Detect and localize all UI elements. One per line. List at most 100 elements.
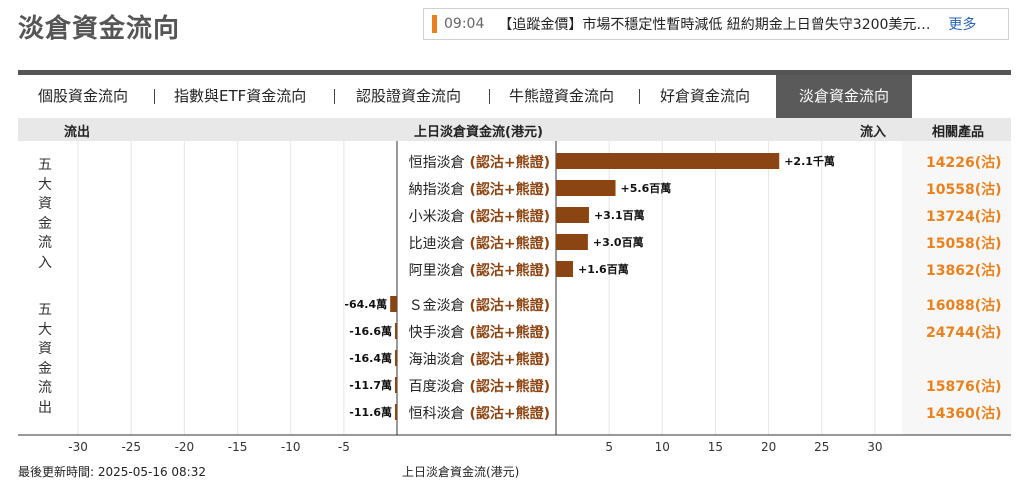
related-header: 相關產品: [932, 125, 985, 140]
tab-separator: [154, 89, 155, 104]
product-type-tag: (認沽+熊證): [464, 263, 550, 279]
product-row[interactable]: 恒科淡倉 (認沽+熊證): [330, 403, 550, 423]
product-name-link[interactable]: 海油淡倉: [408, 352, 465, 368]
flow-value-label: +2.1千萬: [784, 154, 835, 168]
news-accent-bar: [432, 15, 437, 33]
x-tick-label: 5: [605, 440, 613, 454]
outflow-label-char: 資: [38, 341, 52, 357]
x-tick-label: -25: [121, 440, 141, 454]
tab-bar: 個股資金流向 指數與ETF資金流向 認股證資金流向 牛熊證資金流向 好倉資金流向…: [18, 75, 1011, 118]
product-row[interactable]: 比迪淡倉 (認沽+熊證): [330, 233, 550, 253]
x-tick-label: 10: [655, 440, 670, 454]
tab-separator: [639, 89, 640, 104]
product-row[interactable]: 快手淡倉 (認沽+熊證): [330, 322, 550, 342]
product-type-tag: (認沽+熊證): [464, 298, 550, 314]
x-tick-label: 30: [867, 440, 882, 454]
product-name-link[interactable]: 納指淡倉: [408, 182, 465, 198]
related-product-link[interactable]: 14226(沽): [926, 155, 1002, 171]
product-name-link[interactable]: Ｓ金淡倉: [408, 298, 465, 314]
flow-value-label: +3.1百萬: [594, 208, 645, 222]
product-type-tag: (認沽+熊證): [464, 209, 550, 225]
flow-value-label: +3.0百萬: [593, 235, 644, 249]
product-row[interactable]: 海油淡倉 (認沽+熊證): [330, 349, 550, 369]
product-name-link[interactable]: 小米淡倉: [408, 209, 465, 225]
tab-index-etf-flow[interactable]: 指數與ETF資金流向: [174, 87, 307, 105]
inflow-label-char: 資: [38, 196, 52, 212]
x-tick-label: -5: [338, 440, 350, 454]
news-ticker[interactable]: 09:04 【追蹤金價】市場不穩定性暫時減低 紐約期金上日曾失守3200美元大關…: [423, 8, 1009, 40]
product-name-link[interactable]: 比迪淡倉: [408, 236, 465, 252]
inflow-label-char: 五: [38, 157, 52, 173]
related-product-link[interactable]: 15058(沽): [926, 236, 1002, 252]
inflow-label-char: 流: [38, 235, 52, 251]
product-type-tag: (認沽+熊證): [464, 236, 550, 252]
flow-bar: [556, 261, 574, 277]
product-name-link[interactable]: 百度淡倉: [408, 379, 465, 395]
product-name-link[interactable]: 恒科淡倉: [408, 406, 465, 422]
page-title: 淡倉資金流向: [18, 14, 181, 44]
outflow-label-char: 大: [38, 321, 52, 338]
related-product-link[interactable]: 15876(沽): [926, 379, 1002, 395]
tab-warrant-flow[interactable]: 認股證資金流向: [356, 87, 462, 105]
product-type-tag: (認沽+熊證): [464, 406, 550, 422]
related-product-link[interactable]: 13724(沽): [926, 209, 1002, 225]
product-row[interactable]: 百度淡倉 (認沽+熊證): [330, 376, 550, 396]
inflow-label-char: 大: [38, 176, 52, 193]
tab-separator: [334, 89, 335, 104]
news-time: 09:04: [444, 16, 485, 32]
product-name-link[interactable]: 阿里淡倉: [408, 263, 465, 279]
x-tick-label: 20: [761, 440, 776, 454]
inflow-label-char: 入: [38, 254, 52, 271]
flow-bar: [556, 180, 616, 196]
x-tick-label: 15: [708, 440, 723, 454]
x-tick-label: -15: [228, 440, 248, 454]
product-type-tag: (認沽+熊證): [464, 352, 550, 368]
tab-cbbc-flow[interactable]: 牛熊證資金流向: [509, 87, 615, 105]
tab-bar-top-border: [18, 70, 1011, 75]
center-header: 上日淡倉資金流(港元): [414, 125, 543, 140]
x-tick-label: -10: [281, 440, 301, 454]
related-products-panel: [902, 141, 1011, 435]
x-tick-label: 25: [814, 440, 829, 454]
related-product-link[interactable]: 14360(沽): [926, 406, 1002, 422]
flow-value-label: +1.6百萬: [578, 262, 629, 276]
flow-bar: [556, 207, 589, 223]
product-type-tag: (認沽+熊證): [464, 182, 550, 198]
group-label-inflow: 五大資金流入: [30, 156, 60, 273]
product-row[interactable]: 恒指淡倉 (認沽+熊證): [330, 152, 550, 172]
tab-bull-flow[interactable]: 好倉資金流向: [660, 87, 751, 105]
flow-bar: [556, 234, 588, 250]
outflow-label-char: 出: [38, 399, 52, 416]
product-row[interactable]: Ｓ金淡倉 (認沽+熊證): [330, 295, 550, 315]
column-header: 流出 上日淡倉資金流(港元) 流入 相關產品: [18, 118, 1011, 141]
tab-bear-flow[interactable]: 淡倉資金流向: [776, 75, 912, 118]
outflow-label-char: 金: [38, 360, 52, 377]
group-label-outflow: 五大資金流出: [30, 301, 60, 418]
tab-stock-flow[interactable]: 個股資金流向: [38, 87, 129, 105]
product-row[interactable]: 小米淡倉 (認沽+熊證): [330, 206, 550, 226]
product-row[interactable]: 納指淡倉 (認沽+熊證): [330, 179, 550, 199]
outflow-label-char: 五: [38, 302, 52, 318]
related-product-link[interactable]: 24744(沽): [926, 325, 1002, 341]
related-product-link[interactable]: 10558(沽): [926, 182, 1002, 198]
outflow-header: 流出: [64, 125, 91, 140]
last-updated: 最後更新時間: 2025-05-16 08:32: [18, 465, 206, 479]
x-axis-title: 上日淡倉資金流(港元): [402, 465, 520, 479]
news-more-link[interactable]: 更多: [948, 17, 977, 33]
product-row[interactable]: 阿里淡倉 (認沽+熊證): [330, 260, 550, 280]
product-type-tag: (認沽+熊證): [464, 325, 550, 341]
product-type-tag: (認沽+熊證): [464, 155, 550, 171]
x-tick-label: -20: [175, 440, 195, 454]
tab-separator: [489, 89, 490, 104]
product-name-link[interactable]: 恒指淡倉: [408, 155, 465, 171]
related-product-link[interactable]: 13862(沽): [926, 263, 1002, 279]
news-headline-link[interactable]: 【追蹤金價】市場不穩定性暫時減低 紐約期金上日曾失守3200美元大關: [498, 17, 941, 33]
x-tick-label: -30: [68, 440, 88, 454]
product-name-link[interactable]: 快手淡倉: [408, 325, 465, 341]
product-type-tag: (認沽+熊證): [464, 379, 550, 395]
inflow-label-char: 金: [38, 215, 52, 232]
flow-value-label: +5.6百萬: [621, 181, 672, 195]
outflow-label-char: 流: [38, 380, 52, 396]
flow-bar: [556, 153, 780, 169]
related-product-link[interactable]: 16088(沽): [926, 298, 1002, 314]
